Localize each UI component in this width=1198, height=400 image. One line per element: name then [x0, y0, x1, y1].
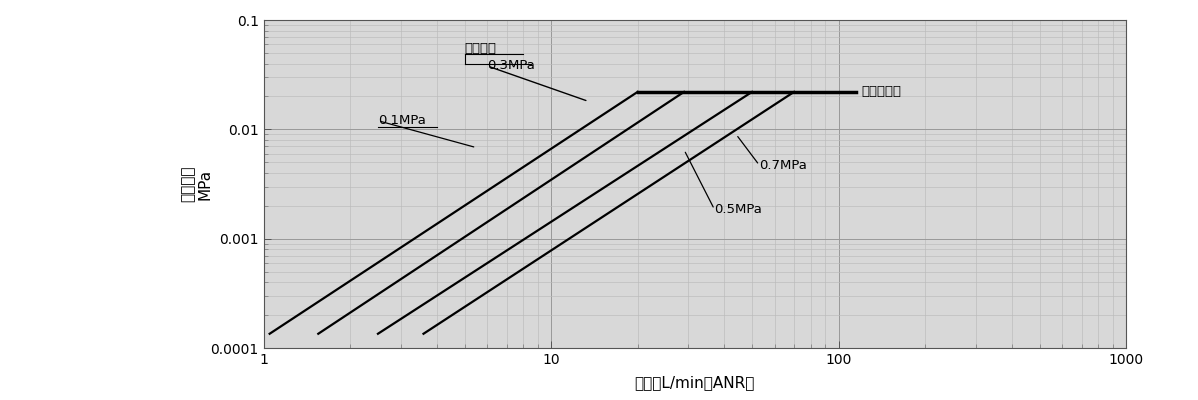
Text: 0.1MPa: 0.1MPa — [379, 114, 425, 127]
Text: 最大流量線: 最大流量線 — [861, 85, 901, 98]
Y-axis label: 圧力降下
MPa: 圧力降下 MPa — [181, 166, 213, 202]
Text: 0.7MPa: 0.7MPa — [760, 159, 807, 172]
Text: 0.5MPa: 0.5MPa — [714, 203, 762, 216]
X-axis label: 流量　L/min（ANR）: 流量 L/min（ANR） — [635, 375, 755, 390]
Text: 入口圧力: 入口圧力 — [465, 42, 496, 55]
Text: 0.3MPa: 0.3MPa — [488, 60, 536, 72]
